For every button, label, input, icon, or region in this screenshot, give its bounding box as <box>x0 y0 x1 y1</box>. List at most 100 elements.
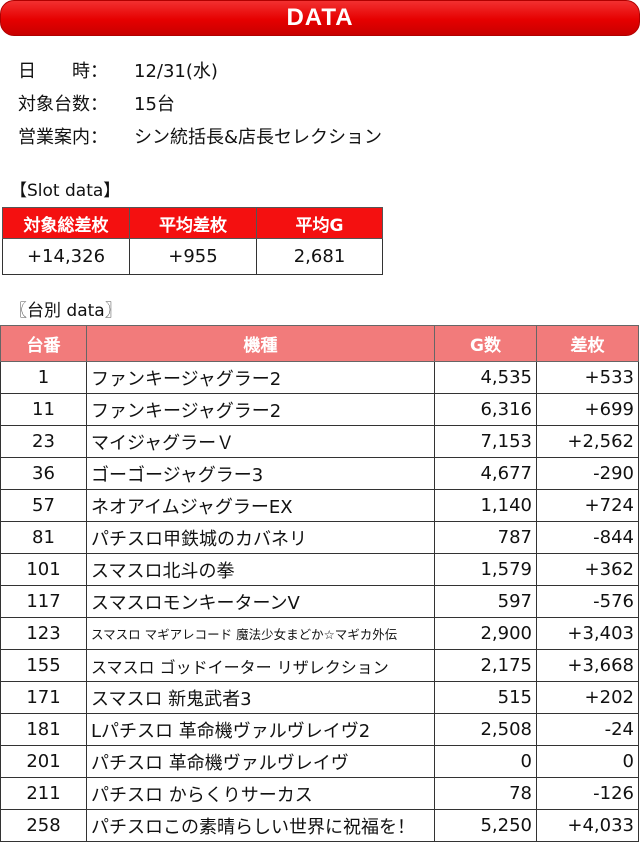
diff-cell: +3,668 <box>536 649 639 682</box>
slot-summary-header-row: 対象総差枚 平均差枚 平均G <box>2 207 383 239</box>
machine-number-cell: 81 <box>0 521 87 554</box>
banner-title: DATA <box>286 4 354 31</box>
machine-type-cell: ファンキージャグラー2 <box>86 393 435 426</box>
info-date-label: 日 時： <box>18 61 108 82</box>
diff-cell: +2,562 <box>536 425 639 458</box>
machine-type-cell: スマスロ 新鬼武者3 <box>86 681 435 714</box>
diff-cell: -126 <box>536 777 639 810</box>
games-cell: 515 <box>434 681 537 714</box>
diff-cell: -844 <box>536 521 639 554</box>
machine-number-cell: 171 <box>0 681 87 714</box>
machine-number-cell: 123 <box>0 617 87 650</box>
info-guide-label: 営業案内： <box>18 127 108 148</box>
games-cell: 787 <box>434 521 537 554</box>
table-row: 57 ネオアイムジャグラーEX 1,140 +724 <box>0 489 639 522</box>
value-avg-diff: +955 <box>129 238 257 275</box>
slot-summary-table: 対象総差枚 平均差枚 平均G +14,326 +955 2,681 <box>2 207 383 275</box>
diff-cell: +3,403 <box>536 617 639 650</box>
machine-type-cell: パチスロ甲鉄城のカバネリ <box>86 521 435 554</box>
info-guide-value: シン統括長&店長セレクション <box>134 127 383 148</box>
info-count: 対象台数： 15台 <box>18 90 175 116</box>
machine-number-cell: 155 <box>0 649 87 682</box>
machine-number-cell: 181 <box>0 713 87 746</box>
machine-type-cell: パチスロこの素晴らしい世界に祝福を！ <box>86 809 435 842</box>
games-cell: 1,140 <box>434 489 537 522</box>
table-row: 258 パチスロこの素晴らしい世界に祝福を！ 5,250 +4,033 <box>0 809 639 842</box>
table-row: 11 ファンキージャグラー2 6,316 +699 <box>0 393 639 426</box>
machine-data-heading: 〖台別 data〗 <box>10 301 122 321</box>
table-row: 211 パチスロ からくりサーカス 78 -126 <box>0 777 639 810</box>
info-count-label: 対象台数： <box>18 94 108 115</box>
games-cell: 78 <box>434 777 537 810</box>
machine-number-cell: 23 <box>0 425 87 458</box>
machine-header-row: 台番 機種 G数 差枚 <box>0 325 639 362</box>
info-date-value: 12/31(水) <box>134 61 218 82</box>
header-total-diff: 対象総差枚 <box>2 207 130 239</box>
machine-type-cell: パチスロ 革命機ヴァルヴレイヴ <box>86 745 435 778</box>
machine-type-cell: ネオアイムジャグラーEX <box>86 489 435 522</box>
diff-cell: -290 <box>536 457 639 490</box>
machine-number-cell: 36 <box>0 457 87 490</box>
table-row: 36 ゴーゴージャグラー3 4,677 -290 <box>0 457 639 490</box>
table-row: 181 Lパチスロ 革命機ヴァルヴレイヴ2 2,508 -24 <box>0 713 639 746</box>
table-row: 171 スマスロ 新鬼武者3 515 +202 <box>0 681 639 714</box>
info-count-value: 15台 <box>134 94 175 115</box>
diff-cell: +533 <box>536 361 639 394</box>
info-guide: 営業案内： シン統括長&店長セレクション <box>18 123 382 149</box>
table-row: 117 スマスロモンキーターンV 597 -576 <box>0 585 639 618</box>
games-cell: 5,250 <box>434 809 537 842</box>
header-machine-type: 機種 <box>86 325 435 362</box>
diff-cell: +4,033 <box>536 809 639 842</box>
info-date: 日 時： 12/31(水) <box>18 57 218 83</box>
diff-cell: -576 <box>536 585 639 618</box>
machine-type-cell: パチスロ からくりサーカス <box>86 777 435 810</box>
table-row: 1 ファンキージャグラー2 4,535 +533 <box>0 361 639 394</box>
games-cell: 2,900 <box>434 617 537 650</box>
machine-number-cell: 117 <box>0 585 87 618</box>
games-cell: 2,508 <box>434 713 537 746</box>
machine-type-cell: ファンキージャグラー2 <box>86 361 435 394</box>
machine-number-cell: 211 <box>0 777 87 810</box>
value-avg-games: 2,681 <box>256 238 383 275</box>
header-machine-number: 台番 <box>0 325 87 362</box>
table-row: 123 スマスロ マギアレコード 魔法少女まどか☆マギカ外伝 2,900 +3,403 <box>0 617 639 650</box>
slot-data-heading: 【Slot data】 <box>10 181 121 201</box>
table-row: 155 スマスロ ゴッドイーター リザレクション 2,175 +3,668 <box>0 649 639 682</box>
diff-cell: +699 <box>536 393 639 426</box>
diff-cell: -24 <box>536 713 639 746</box>
table-row: 201 パチスロ 革命機ヴァルヴレイヴ 0 0 <box>0 745 639 778</box>
games-cell: 2,175 <box>434 649 537 682</box>
value-total-diff: +14,326 <box>2 238 130 275</box>
machine-data-table: 台番 機種 G数 差枚 1 ファンキージャグラー2 4,535 +533 11 ファンキー… <box>0 325 639 842</box>
table-row: 101 スマスロ北斗の拳 1,579 +362 <box>0 553 639 586</box>
machine-number-cell: 1 <box>0 361 87 394</box>
machine-type-cell: マイジャグラーＶ <box>86 425 435 458</box>
games-cell: 597 <box>434 585 537 618</box>
diff-cell: 0 <box>536 745 639 778</box>
machine-number-cell: 201 <box>0 745 87 778</box>
games-cell: 7,153 <box>434 425 537 458</box>
slot-summary-value-row: +14,326 +955 2,681 <box>2 238 383 275</box>
diff-cell: +724 <box>536 489 639 522</box>
machine-type-cell: スマスロ マギアレコード 魔法少女まどか☆マギカ外伝 <box>86 617 435 650</box>
games-cell: 6,316 <box>434 393 537 426</box>
games-cell: 4,535 <box>434 361 537 394</box>
machine-number-cell: 258 <box>0 809 87 842</box>
table-row: 81 パチスロ甲鉄城のカバネリ 787 -844 <box>0 521 639 554</box>
machine-number-cell: 57 <box>0 489 87 522</box>
machine-type-cell: スマスロ ゴッドイーター リザレクション <box>86 649 435 682</box>
machine-type-cell: スマスロモンキーターンV <box>86 585 435 618</box>
machine-type-cell: ゴーゴージャグラー3 <box>86 457 435 490</box>
machine-type-cell: Lパチスロ 革命機ヴァルヴレイヴ2 <box>86 713 435 746</box>
games-cell: 1,579 <box>434 553 537 586</box>
diff-cell: +362 <box>536 553 639 586</box>
header-diff: 差枚 <box>536 325 639 362</box>
machine-number-cell: 11 <box>0 393 87 426</box>
data-banner: DATA <box>0 0 640 36</box>
machine-type-cell: スマスロ北斗の拳 <box>86 553 435 586</box>
machine-number-cell: 101 <box>0 553 87 586</box>
diff-cell: +202 <box>536 681 639 714</box>
games-cell: 0 <box>434 745 537 778</box>
header-games: G数 <box>434 325 537 362</box>
table-row: 23 マイジャグラーＶ 7,153 +2,562 <box>0 425 639 458</box>
